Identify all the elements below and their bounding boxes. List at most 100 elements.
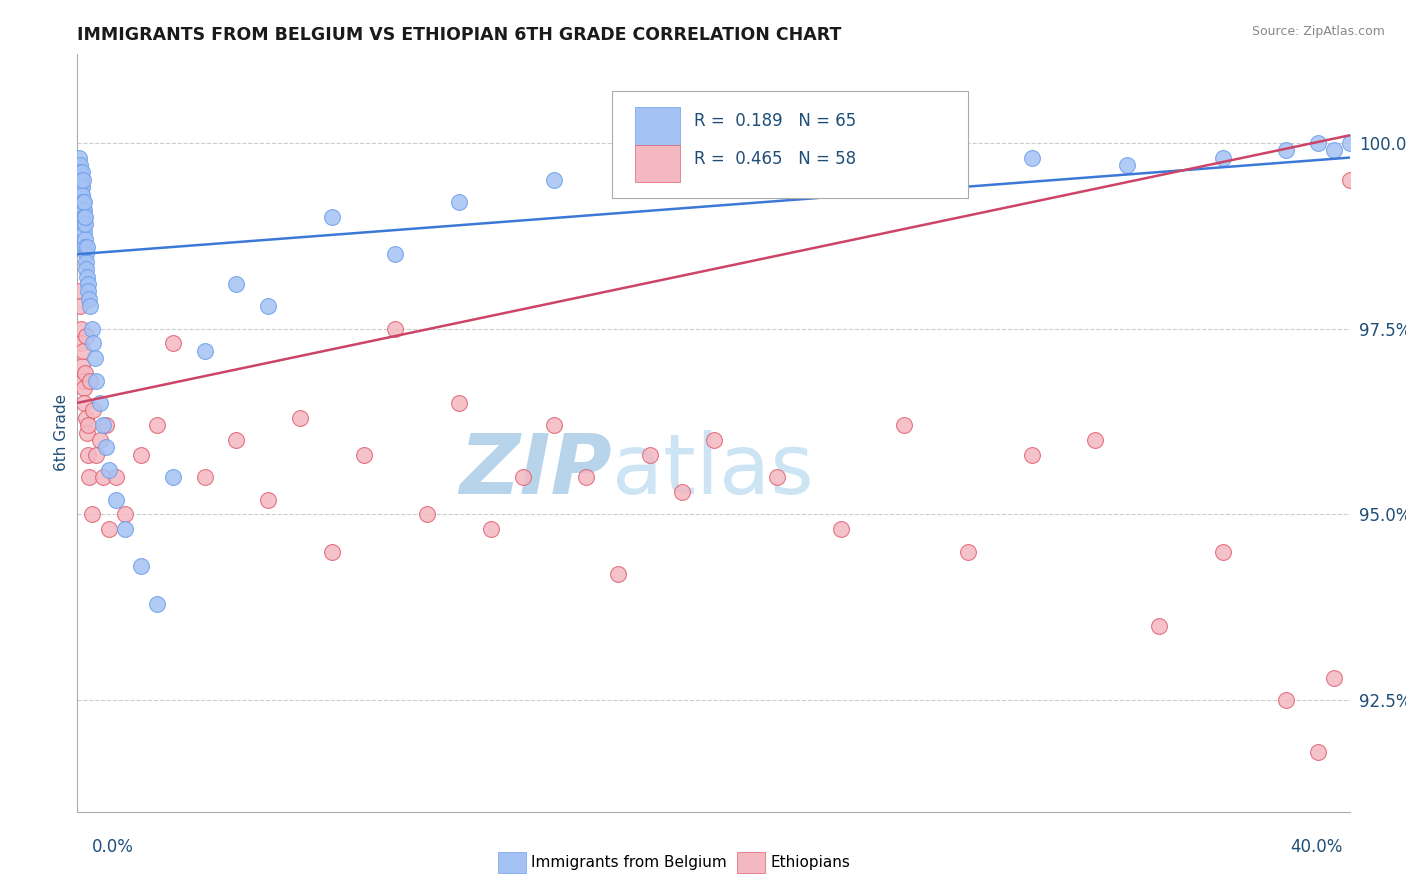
Point	[69, 165, 91, 179]
Point	[75, 210, 97, 224]
Point	[76, 240, 98, 254]
Point	[70, 195, 93, 210]
Point	[194, 343, 217, 358]
Point	[70, 173, 93, 187]
Point	[146, 597, 169, 611]
Point	[91, 418, 114, 433]
Point	[76, 448, 98, 462]
Point	[76, 425, 98, 440]
Point	[76, 277, 98, 291]
FancyBboxPatch shape	[634, 107, 681, 145]
Point	[89, 396, 111, 410]
Point	[543, 173, 565, 187]
Point	[162, 336, 184, 351]
Point	[75, 254, 97, 268]
Point	[146, 418, 169, 433]
Point	[75, 329, 97, 343]
Point	[70, 180, 93, 194]
Point	[288, 410, 311, 425]
Point	[77, 285, 100, 299]
Point	[72, 343, 94, 358]
Point	[1212, 151, 1234, 165]
Point	[67, 285, 90, 299]
Text: ZIP: ZIP	[460, 430, 612, 511]
Point	[69, 158, 91, 172]
Point	[70, 187, 93, 202]
Point	[73, 202, 96, 217]
Point	[766, 470, 789, 484]
Point	[257, 492, 280, 507]
Point	[1021, 151, 1043, 165]
Point	[70, 165, 93, 179]
Point	[69, 173, 91, 187]
Point	[73, 381, 96, 395]
Point	[114, 522, 136, 536]
Point	[77, 418, 100, 433]
Point	[72, 195, 94, 210]
Point	[72, 210, 94, 224]
Point	[86, 374, 108, 388]
Point	[70, 359, 93, 373]
Point	[80, 508, 103, 522]
Point	[638, 448, 661, 462]
Point	[1275, 693, 1298, 707]
Point	[69, 321, 91, 335]
Point	[86, 448, 108, 462]
Text: IMMIGRANTS FROM BELGIUM VS ETHIOPIAN 6TH GRADE CORRELATION CHART: IMMIGRANTS FROM BELGIUM VS ETHIOPIAN 6TH…	[77, 26, 842, 44]
Point	[69, 299, 91, 313]
Point	[70, 336, 93, 351]
Point	[114, 508, 136, 522]
Point	[321, 210, 343, 224]
Point	[1306, 136, 1329, 150]
Point	[73, 225, 96, 239]
Point	[575, 470, 598, 484]
Point	[1339, 173, 1361, 187]
Point	[104, 492, 127, 507]
Point	[79, 292, 101, 306]
Point	[416, 508, 439, 522]
Point	[79, 470, 101, 484]
Point	[72, 218, 94, 232]
Point	[94, 418, 117, 433]
Point	[479, 522, 502, 536]
Text: R =  0.189   N = 65: R = 0.189 N = 65	[695, 112, 856, 129]
Point	[638, 165, 661, 179]
Point	[1275, 143, 1298, 157]
Point	[79, 374, 101, 388]
Point	[72, 173, 94, 187]
Point	[703, 158, 725, 172]
Point	[1323, 143, 1346, 157]
Point	[1084, 433, 1107, 447]
Point	[72, 187, 94, 202]
Point	[89, 433, 111, 447]
Point	[72, 202, 94, 217]
Point	[1306, 745, 1329, 759]
Point	[72, 374, 94, 388]
Point	[104, 470, 127, 484]
Text: R =  0.465   N = 58: R = 0.465 N = 58	[695, 150, 856, 169]
Point	[82, 336, 104, 351]
Point	[69, 173, 91, 187]
Point	[162, 470, 184, 484]
Point	[76, 269, 98, 284]
FancyBboxPatch shape	[612, 92, 969, 198]
Text: Immigrants from Belgium: Immigrants from Belgium	[531, 855, 727, 870]
Point	[129, 559, 152, 574]
Point	[79, 299, 101, 313]
Point	[893, 418, 915, 433]
Point	[91, 470, 114, 484]
Point	[73, 396, 96, 410]
Text: atlas: atlas	[612, 430, 814, 511]
Point	[75, 366, 97, 380]
Point	[75, 262, 97, 277]
Point	[1323, 671, 1346, 685]
Point	[83, 351, 105, 366]
Text: 0.0%: 0.0%	[91, 838, 134, 855]
Point	[925, 165, 948, 179]
Point	[1021, 448, 1043, 462]
Point	[73, 210, 96, 224]
Text: 40.0%: 40.0%	[1291, 838, 1343, 855]
Point	[447, 195, 470, 210]
Point	[69, 180, 91, 194]
Point	[225, 277, 247, 291]
